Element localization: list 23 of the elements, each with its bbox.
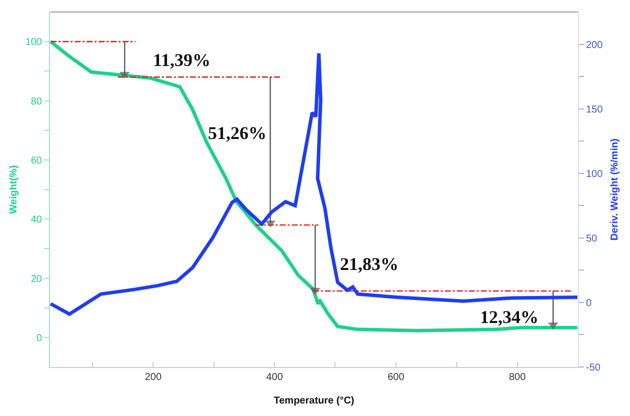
- y2-tick-label: 0: [586, 298, 592, 309]
- y2-axis-title: Deriv. Weight (%/min): [610, 138, 621, 240]
- y2-tick-label: 50: [586, 233, 598, 244]
- y2-tick-label: -50: [586, 362, 601, 374]
- annotation: 12,34%: [480, 307, 538, 327]
- y-tick-label: 100: [25, 37, 42, 48]
- y-tick-label: 20: [30, 274, 42, 285]
- y-tick-label: 60: [30, 155, 42, 166]
- y2-tick-label: 150: [586, 104, 604, 116]
- x-tick-label: 400: [266, 372, 284, 383]
- y-tick-label: 0: [36, 332, 42, 344]
- y-axis-title: Weight(%): [8, 165, 20, 214]
- annotation: 51,26%: [208, 123, 266, 143]
- y2-tick-label: 100: [586, 168, 604, 180]
- x-tick-label: 200: [144, 372, 162, 383]
- x-tick-label: 600: [388, 372, 405, 383]
- annotation: 21,83%: [340, 254, 398, 274]
- x-tick-label: 800: [508, 372, 526, 383]
- annotation: 11,39%: [153, 50, 211, 70]
- y-tick-label: 80: [30, 96, 42, 108]
- y-tick-label: 40: [30, 214, 42, 226]
- y2-tick-label: 200: [586, 40, 604, 51]
- x-axis-title: Temperature (°C): [274, 396, 354, 406]
